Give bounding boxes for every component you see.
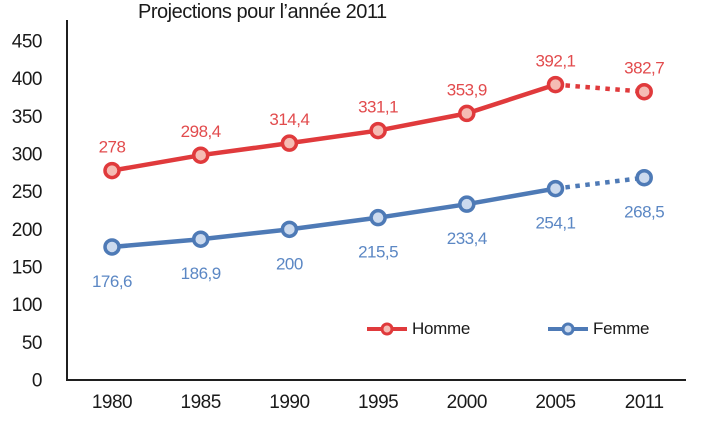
y-tick-label: 250 — [12, 182, 42, 203]
homme-data-label: 382,7 — [624, 59, 664, 78]
x-tick-label: 1980 — [92, 392, 132, 413]
legend-label-homme: Homme — [412, 319, 471, 338]
homme-marker — [191, 146, 210, 164]
y-tick-label: 50 — [22, 333, 42, 354]
y-tick-label: 300 — [12, 145, 42, 166]
femme-data-label: 176,6 — [92, 272, 132, 291]
homme-data-label: 392,1 — [535, 52, 575, 71]
chart-title: Projections pour l’année 2011 — [138, 1, 387, 23]
femme-marker — [103, 238, 121, 256]
legend-label-femme: Femme — [593, 319, 650, 338]
homme-projection-line — [555, 82, 645, 94]
femme-data-label: 200 — [276, 254, 303, 273]
homme-marker — [103, 161, 121, 180]
homme-marker — [546, 75, 565, 94]
y-tick-label: 400 — [12, 69, 42, 90]
homme-data-label: 331,1 — [358, 98, 398, 117]
y-tick-label: 0 — [32, 371, 42, 392]
femme-data-label: 186,9 — [181, 264, 221, 283]
homme-data-label: 353,9 — [447, 80, 487, 99]
x-tick-label: 1985 — [181, 392, 221, 413]
homme-data-label: 298,4 — [181, 122, 221, 141]
homme-data-label: 278 — [99, 138, 126, 157]
homme-marker — [635, 82, 653, 101]
homme-marker — [280, 134, 299, 152]
femme-marker — [280, 220, 299, 239]
y-tick-label: 200 — [12, 220, 42, 241]
y-tick-label: 350 — [12, 107, 42, 128]
homme-data-label: 314,4 — [269, 110, 309, 129]
homme-line — [111, 82, 557, 173]
femme-data-label: 268,5 — [624, 203, 664, 222]
y-tick-label: 150 — [12, 258, 42, 279]
x-tick-label: 1995 — [358, 392, 398, 413]
femme-data-label: 254,1 — [535, 214, 575, 233]
femme-marker — [191, 230, 210, 248]
homme-marker — [369, 121, 387, 140]
femme-marker — [369, 208, 387, 227]
femme-marker — [458, 195, 476, 213]
y-tick-label: 100 — [12, 295, 42, 316]
x-tick-label: 1990 — [269, 392, 309, 413]
femme-legend-swatch-icon — [548, 322, 588, 336]
femme-marker — [546, 179, 565, 198]
femme-projection-line — [555, 175, 645, 191]
x-tick-label: 2000 — [447, 392, 487, 413]
x-tick-label: 2011 — [625, 392, 664, 413]
femme-data-label: 215,5 — [358, 243, 398, 262]
legend-item-homme: Homme — [366, 319, 470, 339]
femme-line — [111, 186, 556, 250]
x-tick-label: 2005 — [535, 392, 575, 413]
homme-marker — [458, 104, 476, 123]
femme-marker — [635, 168, 653, 187]
y-tick-label: 450 — [12, 32, 42, 53]
femme-data-label: 233,4 — [447, 229, 487, 248]
homme-legend-swatch-icon — [367, 322, 407, 336]
legend-item-femme: Femme — [547, 319, 649, 339]
